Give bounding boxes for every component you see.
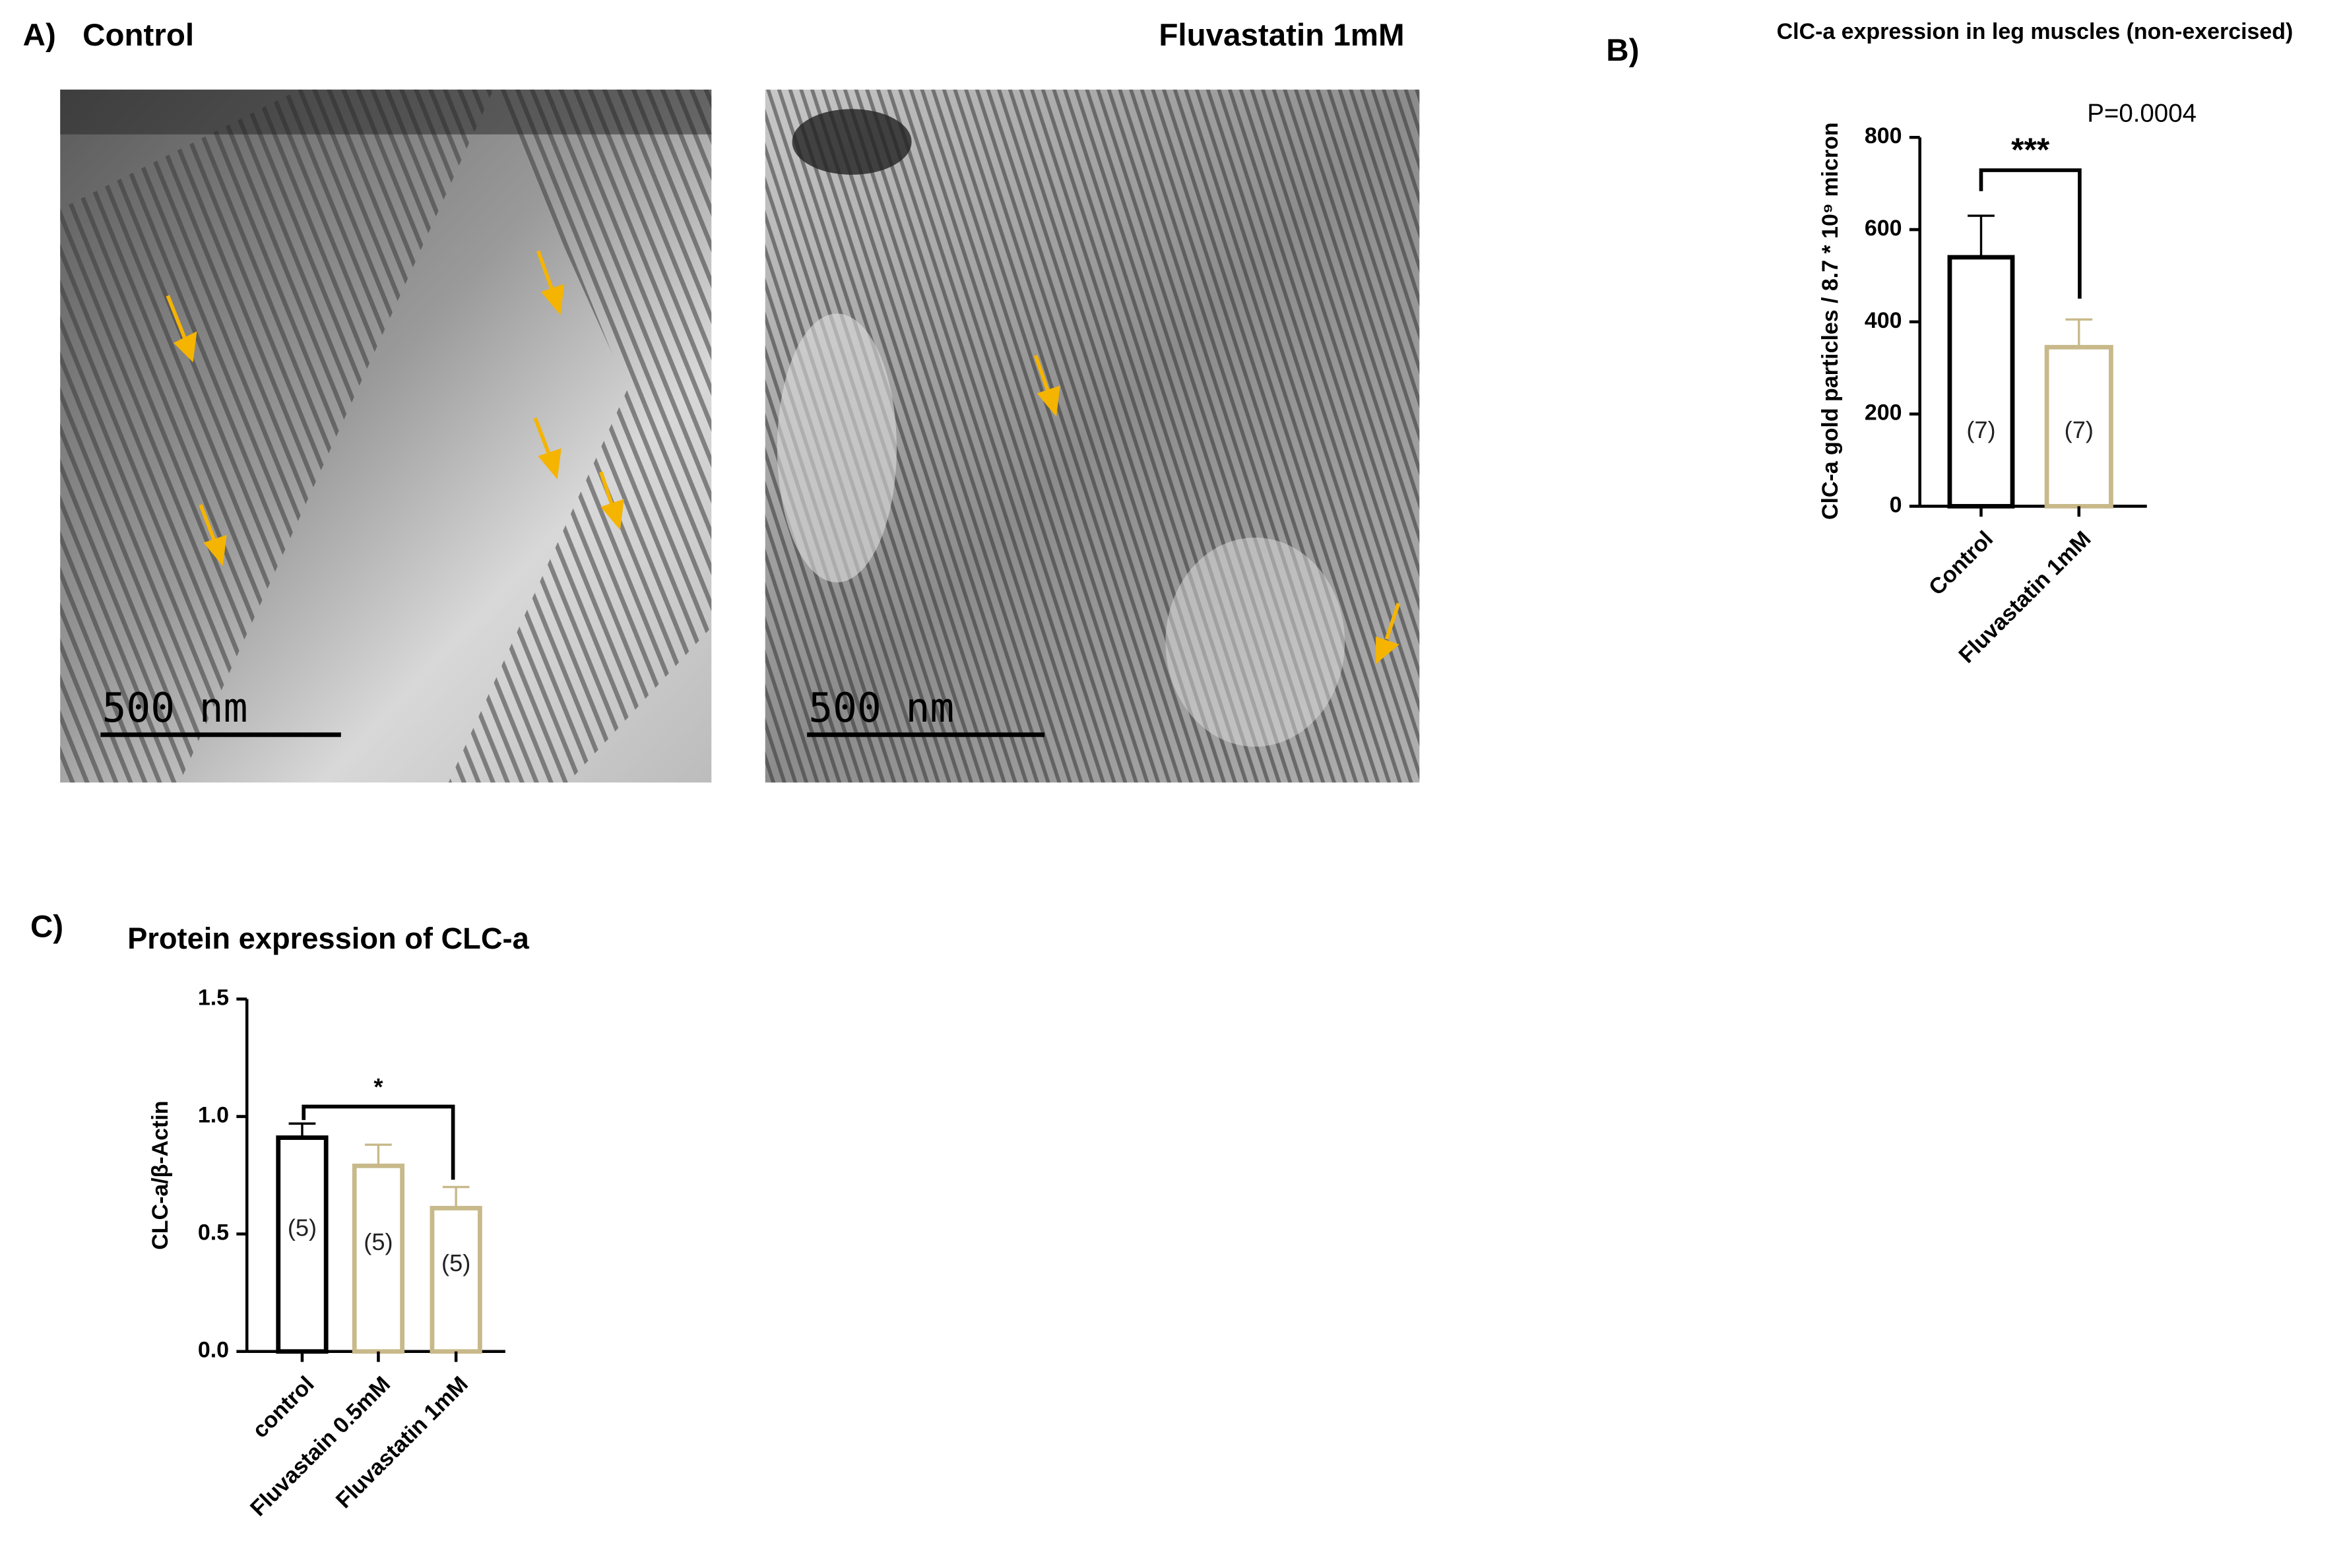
x-tick-label: Fluvastatin 1mM xyxy=(331,1371,473,1513)
panel-label: B) xyxy=(1606,33,1639,68)
significance-bracket xyxy=(1979,168,2082,299)
bar xyxy=(352,1163,405,1354)
y-tick-label: 400 xyxy=(1865,308,1902,333)
y-tick-label: 800 xyxy=(1865,123,1902,148)
y-tick-label: 200 xyxy=(1865,400,1902,425)
n-label: (5) xyxy=(288,1214,317,1241)
n-label: (5) xyxy=(364,1228,393,1255)
chart-title: Protein expression of CLC-a xyxy=(127,922,530,955)
y-tick-label: 1.5 xyxy=(198,985,229,1010)
bar xyxy=(430,1206,482,1354)
n-label: (5) xyxy=(441,1249,470,1276)
micrograph xyxy=(765,89,1420,783)
y-tick-label: 0 xyxy=(1890,492,1902,517)
panel-label: C) xyxy=(30,910,63,945)
x-tick-label: control xyxy=(247,1371,319,1443)
chart-title: ClC-a expression in leg muscles (non-exe… xyxy=(1777,19,2294,44)
y-tick-label: 600 xyxy=(1865,216,1902,241)
scale-bar-label: 500 nm xyxy=(808,685,954,732)
significance-mark: *** xyxy=(2011,131,2050,168)
bar xyxy=(276,1135,329,1354)
y-axis-label: ClC-a gold particles / 8.7 * 10⁹ micron xyxy=(1818,122,1843,520)
significance-bracket xyxy=(302,1104,455,1180)
bar xyxy=(2044,344,2113,509)
y-tick-label: 0.0 xyxy=(198,1338,229,1363)
image-title: Control xyxy=(82,18,194,53)
significance-mark: * xyxy=(373,1073,383,1100)
image-title: Fluvastatin 1mM xyxy=(1159,18,1404,53)
y-tick-label: 0.5 xyxy=(198,1220,229,1245)
scale-bar-label: 500 nm xyxy=(102,685,248,732)
micrograph xyxy=(60,89,712,783)
n-label: (7) xyxy=(1966,416,1995,443)
x-tick-label: Fluvastain 0.5mM xyxy=(245,1371,395,1521)
n-label: (7) xyxy=(2065,416,2094,443)
y-axis-label: CLC-a/β-Actin xyxy=(148,1101,173,1250)
bar xyxy=(1947,255,2015,509)
x-tick-label: Control xyxy=(1924,526,1998,600)
p-value: P=0.0004 xyxy=(2087,99,2197,127)
y-tick-label: 1.0 xyxy=(198,1103,229,1128)
panel-label: A) xyxy=(23,18,56,53)
